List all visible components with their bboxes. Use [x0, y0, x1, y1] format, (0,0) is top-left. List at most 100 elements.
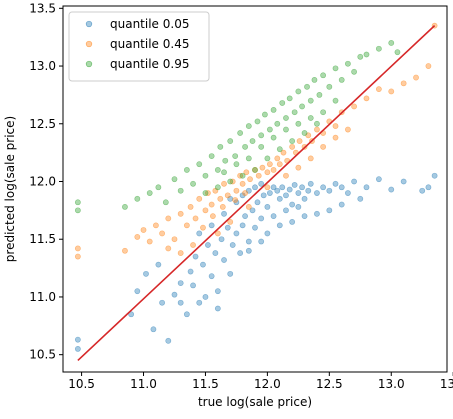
data-point [183, 311, 190, 318]
data-point [208, 222, 215, 229]
data-point [245, 123, 252, 129]
data-point [311, 76, 318, 83]
data-point [400, 80, 407, 87]
data-point [171, 291, 178, 298]
data-point [291, 109, 298, 116]
data-point [283, 126, 289, 133]
data-point [227, 270, 234, 277]
data-point [227, 178, 234, 185]
data-point [74, 336, 81, 343]
data-point [270, 167, 277, 173]
data-point [239, 172, 246, 179]
data-point [153, 222, 159, 229]
data-point [307, 97, 314, 104]
data-point [202, 294, 209, 300]
data-point [214, 305, 221, 312]
data-point [222, 157, 229, 164]
data-point [202, 190, 209, 196]
data-point [165, 245, 172, 252]
data-point [345, 190, 351, 196]
data-point [283, 172, 289, 179]
data-point [286, 95, 293, 102]
data-point [242, 213, 248, 220]
data-point [270, 213, 277, 220]
legend-label: quantile 0.05 [110, 17, 189, 31]
data-point [280, 149, 287, 156]
data-point [274, 155, 281, 162]
data-point [249, 207, 256, 214]
data-point [258, 180, 265, 187]
data-point [219, 203, 226, 210]
data-point [264, 203, 271, 210]
data-point [270, 134, 277, 141]
data-point [74, 207, 81, 214]
data-point [196, 230, 203, 237]
data-point [295, 88, 302, 95]
y-axis-title: predicted log(sale price) [3, 116, 17, 262]
data-point [205, 242, 211, 248]
data-point [214, 288, 221, 295]
x-tick-label: 12.0 [254, 377, 281, 391]
data-point [338, 184, 345, 191]
data-point [155, 261, 162, 268]
data-point [221, 210, 227, 217]
data-point [122, 203, 128, 210]
data-point [332, 97, 339, 104]
data-point [212, 250, 219, 256]
data-point [413, 74, 419, 81]
data-point [183, 167, 190, 173]
legend-marker [85, 20, 93, 28]
data-point [254, 118, 261, 125]
data-point [177, 210, 184, 217]
data-point [431, 172, 438, 179]
data-point [286, 186, 293, 193]
data-point [224, 224, 231, 231]
data-point [304, 83, 310, 90]
data-point [243, 169, 250, 176]
data-point [214, 184, 221, 191]
data-point [289, 219, 296, 225]
y-tick-label: 10.5 [29, 348, 56, 362]
data-point [134, 234, 141, 240]
data-point [177, 280, 184, 286]
data-point [266, 161, 273, 168]
data-point [388, 186, 395, 193]
data-point [363, 51, 370, 58]
data-point [262, 111, 268, 118]
data-point [276, 222, 283, 229]
data-point [289, 143, 296, 150]
data-point [134, 288, 141, 295]
data-point [192, 215, 199, 222]
data-point [252, 224, 258, 231]
data-point [314, 120, 320, 127]
data-point [258, 132, 265, 139]
data-point [338, 201, 345, 208]
data-point [165, 337, 172, 344]
data-point [165, 215, 172, 222]
data-point [326, 207, 333, 214]
data-point [400, 178, 407, 185]
data-point [314, 126, 320, 133]
data-point [177, 299, 184, 306]
data-point [276, 195, 283, 202]
data-point [224, 192, 231, 199]
x-axis-title: true log(sale price) [198, 395, 312, 409]
data-point [270, 107, 277, 113]
data-point [208, 153, 215, 159]
data-point [245, 203, 252, 210]
data-point [295, 203, 302, 210]
x-tick-label: 13.0 [378, 377, 405, 391]
data-point [357, 53, 364, 60]
data-point [375, 86, 382, 93]
data-point [289, 138, 296, 144]
series-1 [74, 22, 438, 260]
data-point [279, 184, 286, 191]
data-point [208, 273, 215, 280]
data-point [375, 45, 382, 52]
data-point [316, 92, 323, 98]
y-tick-label: 11.5 [29, 232, 56, 246]
data-point [307, 155, 314, 162]
data-point [295, 190, 302, 196]
x-tick-label: 13.5 [440, 377, 453, 391]
data-point [177, 250, 184, 256]
